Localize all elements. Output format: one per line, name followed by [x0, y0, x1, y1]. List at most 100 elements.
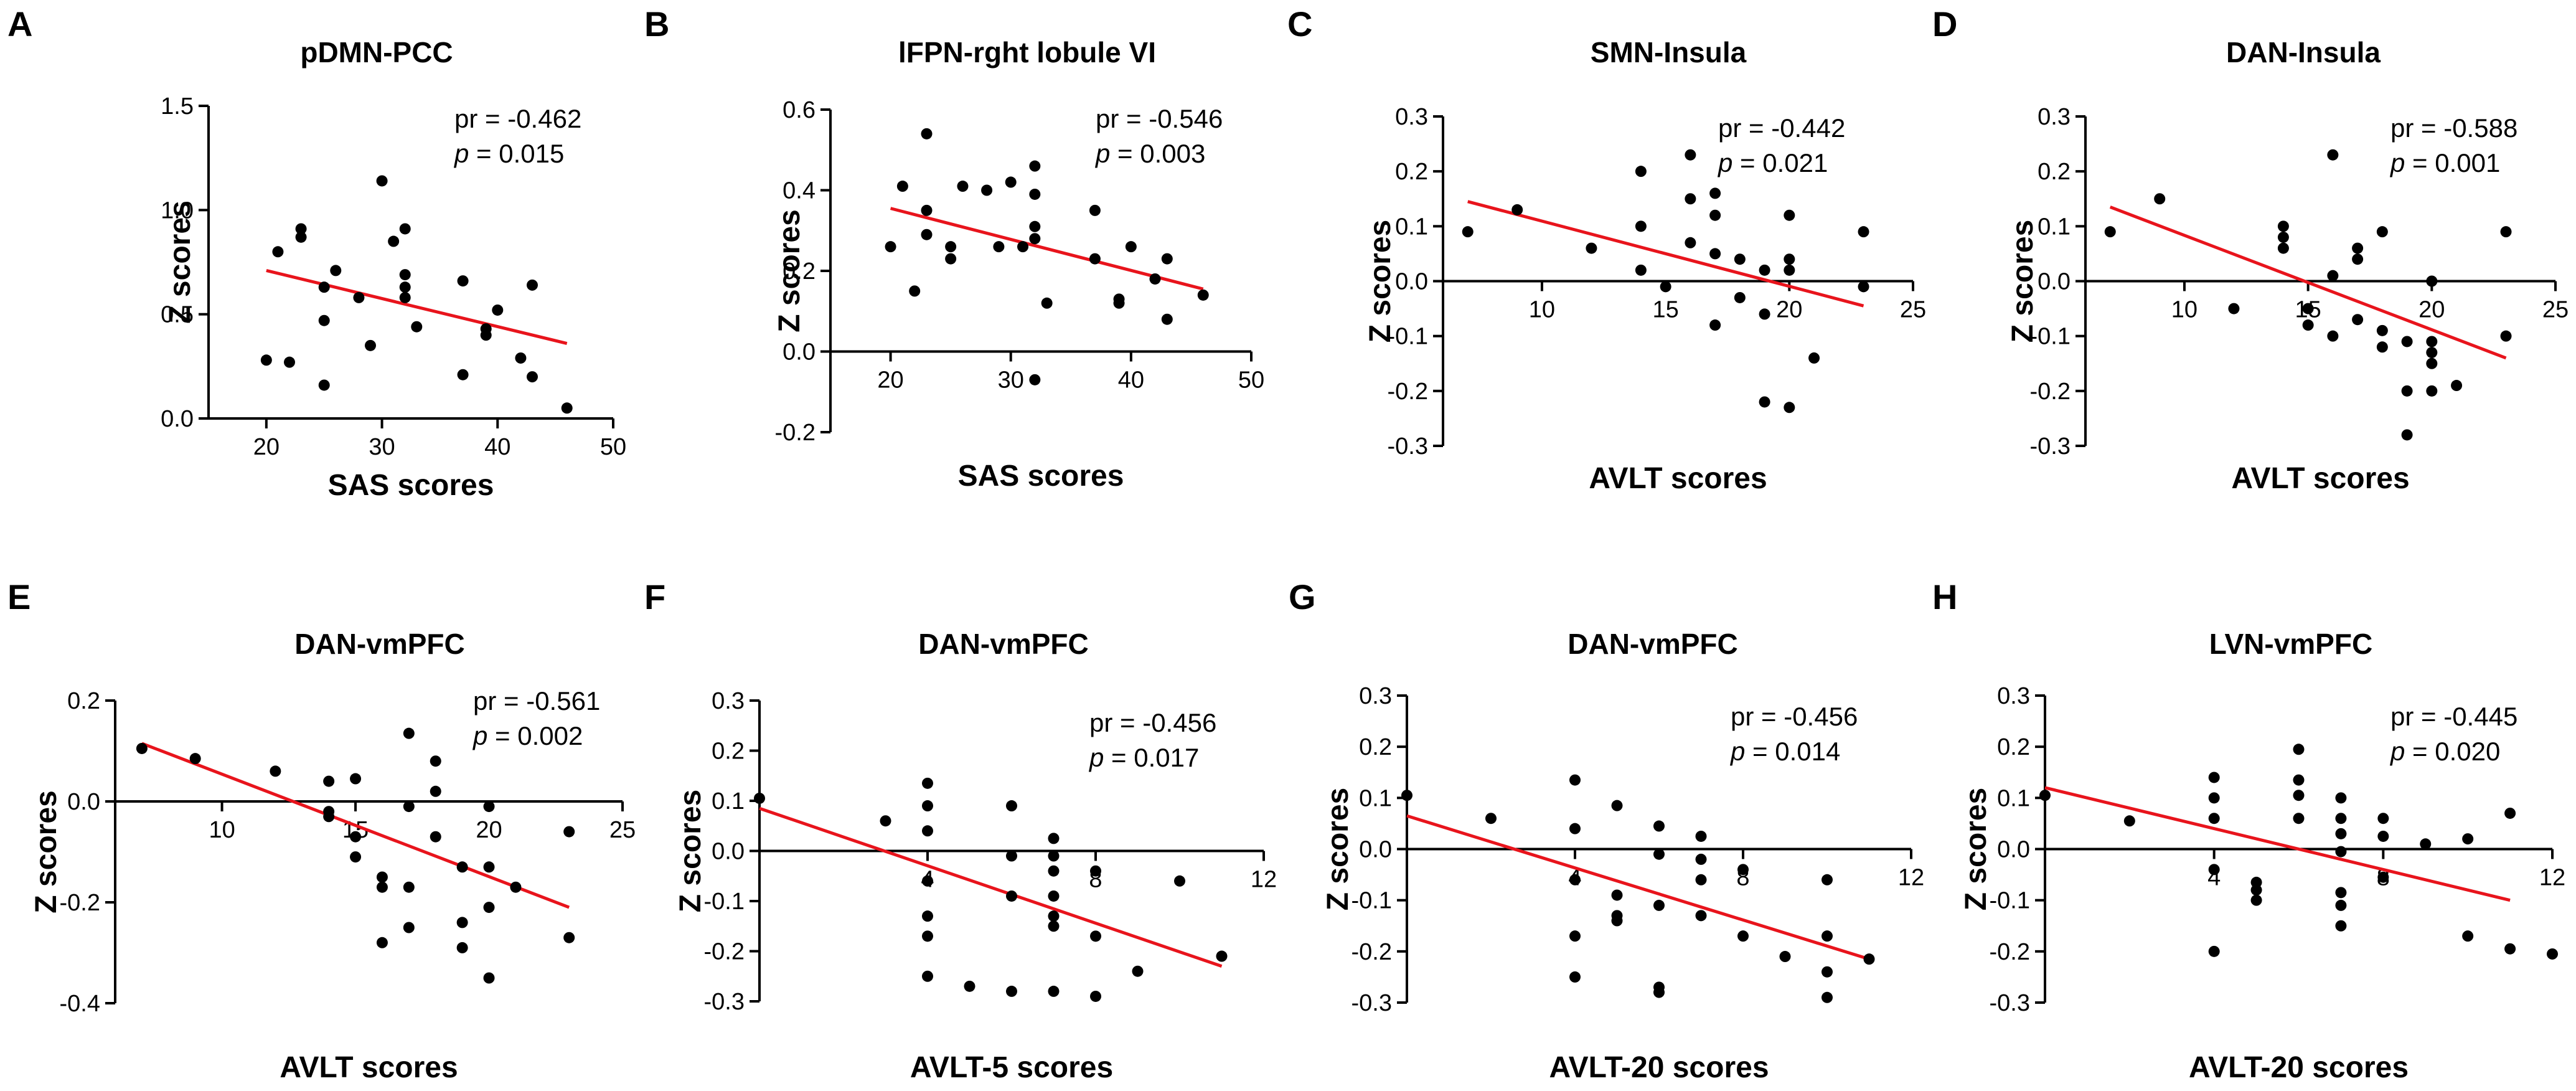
- y-tick-label: 0.2: [1395, 159, 1428, 185]
- x-tick-label: 10: [209, 817, 235, 843]
- correlation-value: pr = -0.456: [1089, 708, 1216, 737]
- data-point: [2302, 319, 2314, 331]
- x-tick-label: 30: [998, 367, 1024, 394]
- data-point: [2335, 828, 2347, 839]
- data-point: [964, 980, 975, 992]
- x-axis-label: SAS scores: [328, 469, 494, 502]
- data-point: [483, 972, 495, 984]
- panel-letter: H: [1932, 577, 1957, 616]
- data-point: [2426, 385, 2438, 397]
- data-point: [2335, 792, 2347, 804]
- data-point: [1216, 950, 1228, 962]
- data-point: [1161, 313, 1173, 325]
- data-point: [1822, 874, 1833, 886]
- data-point: [1660, 281, 1671, 293]
- data-point: [1048, 865, 1060, 877]
- data-point: [1029, 374, 1041, 385]
- regression-line: [266, 268, 568, 345]
- data-point: [318, 314, 330, 326]
- data-point: [2228, 303, 2240, 314]
- data-point: [922, 777, 933, 789]
- data-point: [563, 932, 575, 943]
- data-point: [1784, 253, 1795, 265]
- data-point: [1090, 930, 1101, 942]
- data-point: [1125, 241, 1137, 253]
- data-point: [1737, 930, 1749, 942]
- data-point: [388, 235, 400, 247]
- x-tick-label: 30: [369, 434, 395, 460]
- data-point: [1784, 402, 1795, 413]
- data-point: [376, 871, 388, 883]
- data-point: [1695, 830, 1707, 842]
- data-point: [2327, 330, 2339, 342]
- data-point: [2451, 380, 2463, 392]
- data-point: [2208, 772, 2220, 783]
- p-value: p = 0.001: [2389, 148, 2500, 177]
- y-tick-label: 0.1: [712, 788, 745, 815]
- y-tick-label: 0.6: [783, 97, 816, 123]
- panel-d: DDAN-Insula-0.3-0.2-0.10.00.10.20.310152…: [1932, 4, 2569, 495]
- data-point: [1569, 874, 1581, 886]
- data-point: [1029, 233, 1041, 245]
- data-point: [1048, 890, 1060, 902]
- data-point: [399, 281, 411, 293]
- data-point: [1569, 774, 1581, 786]
- data-point: [353, 291, 365, 303]
- data-point: [921, 229, 933, 240]
- data-point: [1090, 990, 1101, 1002]
- data-point: [1132, 965, 1144, 977]
- data-point: [350, 773, 362, 785]
- y-tick-label: 0.2: [1359, 734, 1392, 760]
- panel-f: FDAN-vmPFC-0.3-0.2-0.10.00.10.20.34812AV…: [644, 577, 1277, 1084]
- data-point: [1041, 297, 1053, 309]
- data-point: [921, 128, 933, 139]
- data-point: [2208, 792, 2220, 804]
- y-tick-label: -0.2: [704, 939, 745, 965]
- data-point: [1822, 991, 1833, 1003]
- data-point: [1174, 875, 1185, 887]
- data-point: [981, 184, 993, 196]
- data-point: [945, 253, 957, 265]
- data-point: [2250, 876, 2262, 888]
- data-point: [2250, 894, 2262, 906]
- data-point: [2426, 357, 2438, 369]
- data-point: [1685, 149, 1696, 161]
- data-point: [365, 339, 376, 351]
- data-point: [456, 861, 468, 873]
- data-point: [1635, 166, 1647, 177]
- y-tick-label: -0.3: [2030, 433, 2071, 460]
- data-point: [945, 241, 957, 253]
- data-point: [2462, 833, 2474, 845]
- y-axis-label: Z scores: [1960, 788, 1993, 910]
- y-tick-label: 1.5: [161, 93, 194, 120]
- data-point: [2426, 275, 2438, 287]
- data-point: [2335, 846, 2347, 857]
- x-tick-label: 12: [1898, 865, 1924, 891]
- data-point: [1685, 193, 1696, 205]
- x-tick-label: 12: [1251, 867, 1277, 893]
- data-point: [922, 875, 933, 887]
- data-point: [430, 755, 441, 767]
- data-point: [2352, 314, 2364, 326]
- panel-h: HLVN-vmPFC-0.3-0.2-0.10.00.10.20.34812AV…: [1932, 577, 2565, 1084]
- data-point: [1822, 966, 1833, 978]
- y-axis-label: Z scores: [1322, 788, 1355, 910]
- correlation-value: pr = -0.588: [2390, 113, 2517, 143]
- data-point: [2208, 864, 2220, 876]
- data-point: [885, 241, 896, 253]
- data-point: [1685, 237, 1696, 248]
- data-point: [2208, 945, 2220, 957]
- data-point: [2504, 943, 2516, 955]
- data-point: [922, 800, 933, 812]
- regression-line: [1467, 200, 1864, 308]
- data-point: [350, 851, 362, 863]
- y-tick-label: 0.0: [161, 406, 194, 432]
- data-point: [376, 937, 388, 948]
- y-tick-label: 0.1: [1359, 785, 1392, 811]
- data-point: [1048, 910, 1060, 922]
- y-tick-label: 0.3: [1997, 683, 2030, 709]
- data-point: [1695, 874, 1707, 886]
- data-point: [1029, 220, 1041, 232]
- data-point: [2335, 899, 2347, 911]
